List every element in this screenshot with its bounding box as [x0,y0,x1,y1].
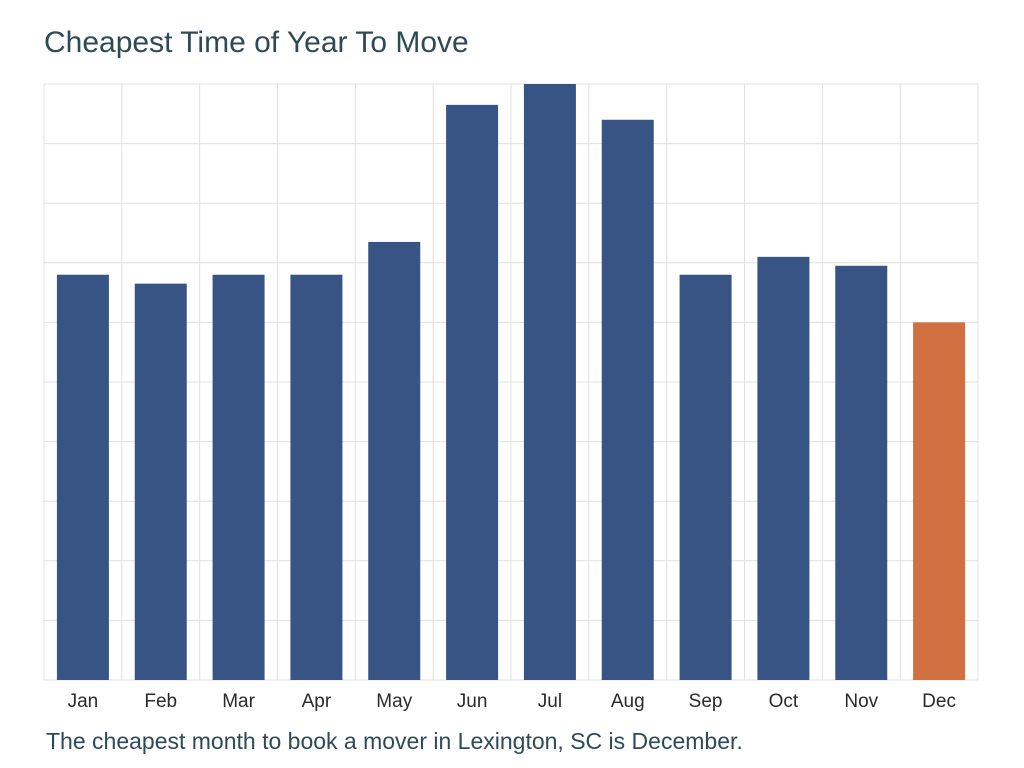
x-tick-label-dec: Dec [922,691,956,712]
bar-jul [523,84,576,680]
bar-dec [913,322,966,680]
x-tick-label-oct: Oct [769,691,799,712]
bar-apr [290,274,343,680]
bar-oct [757,256,810,680]
x-tick-label-mar: Mar [222,691,255,712]
grid-lines [43,83,979,681]
x-tick-label-sep: Sep [689,691,723,712]
chart-caption: The cheapest month to book a mover in Le… [46,728,743,754]
x-axis-ticks: Jan Feb Mar Apr May Jun Jul Aug Sep Oct Nov Dec [68,691,956,712]
bar-sep [679,274,732,680]
bar-jan [56,274,109,680]
x-tick-label-jun: Jun [457,691,488,712]
bar-aug [601,119,654,680]
x-tick-label-jul: Jul [538,691,562,712]
bar-feb [134,283,187,680]
bar-chart: Jan Feb Mar Apr May Jun Jul Aug Sep Oct Nov Dec [43,83,979,712]
x-tick-label-nov: Nov [844,691,878,712]
bar-mar [212,274,265,680]
x-tick-label-aug: Aug [611,691,645,712]
bar-may [368,241,421,680]
x-tick-label-apr: Apr [302,691,332,712]
bars [56,84,966,681]
bar-jun [446,104,499,681]
bar-nov [835,265,888,680]
x-tick-label-may: May [376,691,412,712]
x-tick-label-jan: Jan [68,691,99,712]
x-tick-label-feb: Feb [144,691,177,712]
chart-title: Cheapest Time of Year To Move [44,26,469,59]
